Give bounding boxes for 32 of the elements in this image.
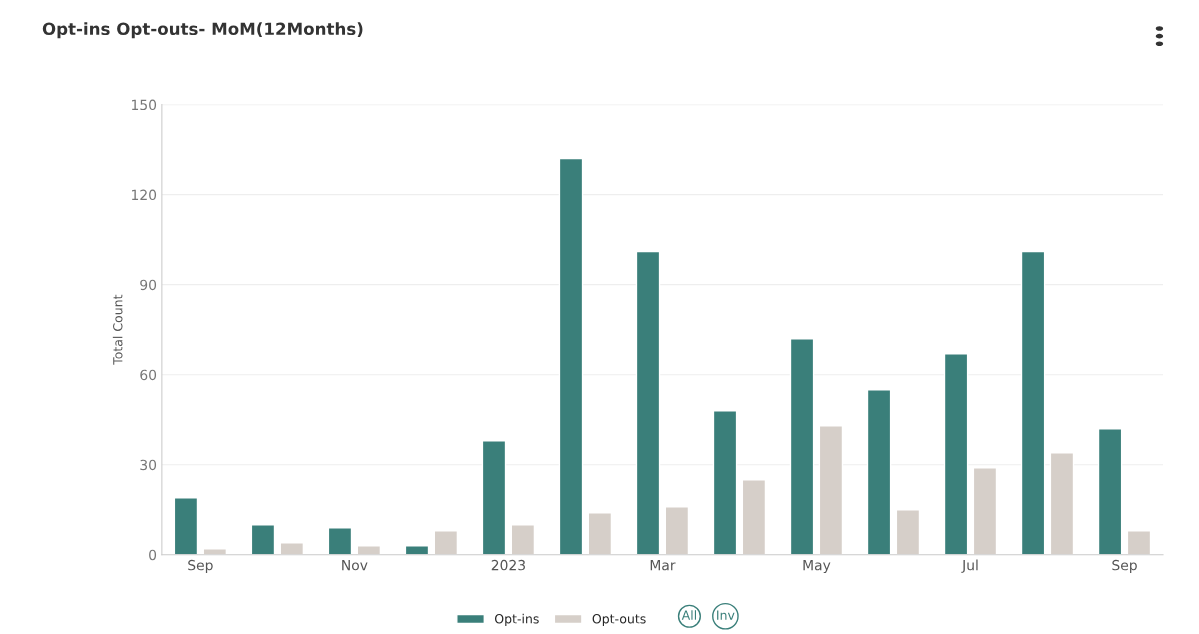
y-tick-label: 90 bbox=[140, 279, 157, 291]
x-tick-label: May bbox=[803, 560, 831, 574]
bar bbox=[1097, 428, 1123, 555]
x-tick-label: Sep bbox=[1112, 559, 1137, 574]
x-tick-label: Nov bbox=[342, 560, 368, 571]
chart-title: Opt-ins Opt-outs- MoM(12Months) bbox=[42, 22, 363, 39]
bar bbox=[327, 527, 353, 555]
text: All bbox=[681, 610, 696, 620]
y-tick-label: 120 bbox=[132, 189, 157, 201]
y-tick-label: 30 bbox=[140, 459, 157, 471]
x-tick-label: Jul bbox=[961, 559, 978, 573]
bar bbox=[866, 389, 892, 555]
bar bbox=[635, 250, 661, 555]
x-tick-label: Mar bbox=[650, 560, 676, 571]
legend-label: Opt-outs bbox=[592, 614, 646, 626]
legend-label: Opt-ins bbox=[494, 613, 539, 626]
y-tick-label: 0 bbox=[149, 549, 157, 561]
bar bbox=[1020, 250, 1046, 555]
bar bbox=[404, 545, 430, 555]
x-tick-label: Sep bbox=[188, 559, 213, 574]
x-tick-label: 2023 bbox=[491, 559, 525, 571]
y-tick-label: 150 bbox=[132, 99, 157, 111]
bar bbox=[481, 440, 507, 555]
bar bbox=[712, 410, 738, 555]
text: Inv bbox=[717, 610, 735, 620]
y-axis-title: Total Count bbox=[112, 294, 123, 365]
bar bbox=[943, 352, 969, 555]
y-tick-label: 60 bbox=[140, 369, 157, 381]
bar bbox=[250, 524, 276, 555]
bar bbox=[789, 337, 815, 555]
bar bbox=[173, 497, 199, 555]
bar bbox=[558, 157, 584, 555]
